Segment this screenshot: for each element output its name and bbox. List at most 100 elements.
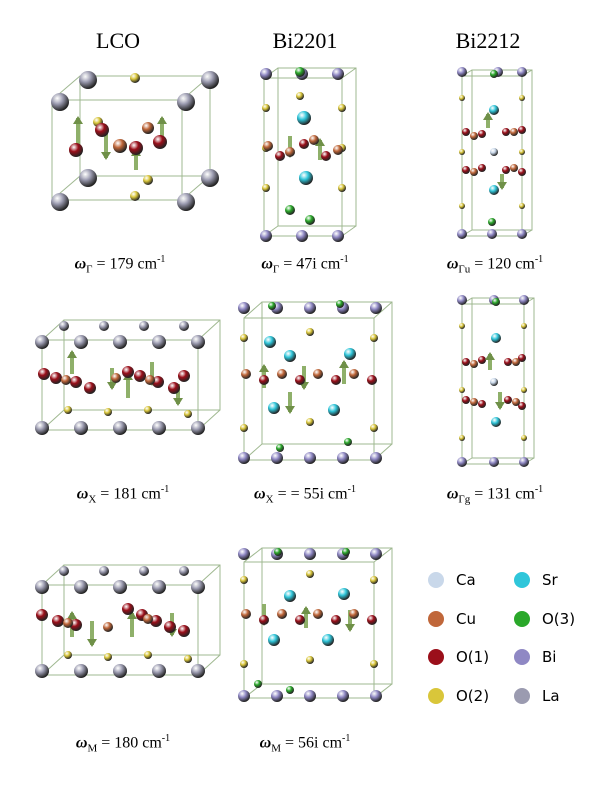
atom-cu [510, 164, 518, 172]
atom-o2 [130, 73, 140, 83]
atom-o2 [519, 203, 525, 209]
arrow-head [497, 182, 507, 190]
atom-o1 [52, 615, 64, 627]
atom-la [51, 93, 69, 111]
atom-o2 [306, 328, 314, 336]
atom-cu [349, 609, 359, 619]
atom-ca [490, 378, 498, 386]
arrow-head [67, 350, 77, 358]
atom-la [152, 335, 166, 349]
structure-bi2201-gamma [260, 67, 357, 242]
atom-o1 [502, 128, 510, 136]
atom-cu [241, 609, 251, 619]
freq-bi2201-x: ωX = = 55i cm-1 [254, 484, 356, 506]
atom-la [99, 566, 109, 576]
atom-cu [241, 369, 251, 379]
legend-item-ca: Ca [426, 570, 476, 590]
atom-o2 [459, 323, 465, 329]
atom-o1 [275, 151, 285, 161]
atom-o2 [370, 334, 378, 342]
atom-la [177, 93, 195, 111]
atom-bi [332, 230, 344, 242]
atom-o1 [38, 368, 50, 380]
freq-lco-m: ωM = 180 cm-1 [75, 733, 171, 755]
arrow-head [173, 398, 183, 406]
atom-o1 [478, 356, 486, 364]
freq-bi2201-m: ωM = 56i cm-1 [259, 733, 351, 755]
arrow-head [495, 402, 505, 410]
arrow-head [73, 116, 83, 124]
atom-la [59, 566, 69, 576]
atom-bi [370, 452, 382, 464]
atom-o2 [370, 576, 378, 584]
atom-o3 [336, 300, 344, 308]
structure-lco-x [35, 319, 221, 435]
atom-o1 [462, 166, 470, 174]
freq-lco-gamma: ωΓ = 179 cm-1 [74, 254, 166, 276]
cell-edge [243, 547, 263, 563]
atom-o2 [262, 184, 270, 192]
atom-la [35, 421, 49, 435]
atom-sr [268, 402, 280, 414]
atom-la [35, 580, 49, 594]
atom-cu [309, 135, 319, 145]
freq-bi2212-gg: ωΓg = 131 cm-1 [446, 484, 544, 506]
atom-cu [63, 618, 73, 628]
structure-bi2212-gg [457, 295, 535, 467]
atom-o2 [338, 104, 346, 112]
atom-swatch-icon [514, 572, 530, 588]
atom-sr [489, 105, 499, 115]
atom-o2 [130, 191, 140, 201]
atom-la [191, 580, 205, 594]
atom-la [139, 321, 149, 331]
atom-bi [519, 457, 529, 467]
atom-la [59, 321, 69, 331]
atom-o1 [153, 135, 167, 149]
atom-o1 [478, 400, 486, 408]
atom-cu [142, 122, 154, 134]
atom-la [152, 421, 166, 435]
legend-item-la: La [512, 686, 560, 706]
atom-bi [370, 302, 382, 314]
atom-bi [271, 690, 283, 702]
cell-edge [63, 319, 221, 411]
atom-o1 [70, 376, 82, 388]
atom-la [152, 580, 166, 594]
structure-bi2212-gu [457, 67, 533, 239]
atom-o2 [459, 203, 465, 209]
atom-o1 [164, 621, 176, 633]
atom-o1 [518, 168, 526, 176]
atom-o1 [95, 123, 109, 137]
atom-o1 [36, 609, 48, 621]
legend-item-o3: O(3) [512, 609, 575, 629]
atom-bi [260, 68, 272, 80]
atom-o2 [370, 424, 378, 432]
atom-o2 [338, 184, 346, 192]
atom-o1 [504, 358, 512, 366]
atom-o1 [299, 139, 309, 149]
atom-o1 [150, 615, 162, 627]
atom-sr [264, 336, 276, 348]
atom-cu [143, 614, 153, 624]
atom-o1 [504, 396, 512, 404]
atom-ca [490, 148, 498, 156]
atom-bi [457, 229, 467, 239]
atom-la [74, 421, 88, 435]
atom-o1 [129, 141, 143, 155]
atom-o2 [104, 408, 112, 416]
atom-o2 [459, 435, 465, 441]
freq-bi2201-gamma: ωΓ = 47i cm-1 [261, 254, 349, 276]
atom-o3 [274, 548, 282, 556]
atom-bi [238, 302, 250, 314]
arrow-head [485, 352, 495, 360]
atom-bi [370, 690, 382, 702]
atom-o1 [152, 376, 164, 388]
atom-cu [277, 369, 287, 379]
atom-la [179, 566, 189, 576]
atom-bi [370, 548, 382, 560]
atom-o2 [240, 334, 248, 342]
atom-o1 [478, 164, 486, 172]
atom-o1 [70, 619, 82, 631]
cell-edge [243, 561, 375, 699]
atom-bi [304, 302, 316, 314]
